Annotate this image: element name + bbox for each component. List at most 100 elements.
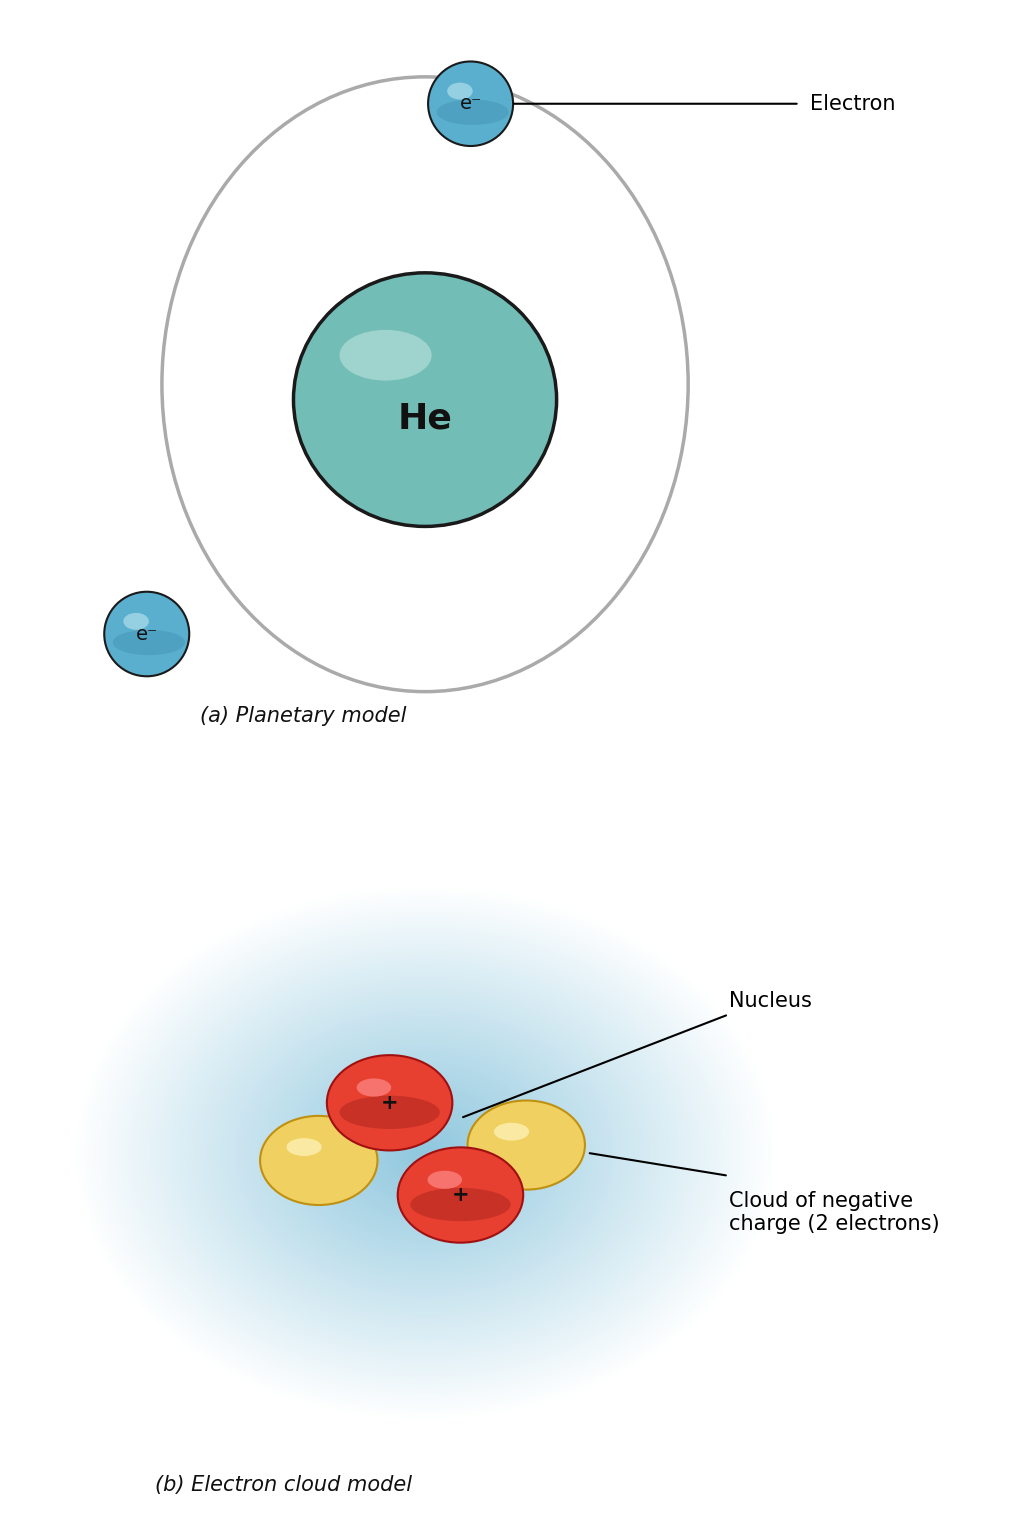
Circle shape [401,1134,448,1171]
Circle shape [369,1110,480,1196]
Circle shape [257,1025,592,1280]
Ellipse shape [340,330,431,381]
Circle shape [363,1105,486,1200]
Circle shape [174,962,675,1343]
Circle shape [212,991,637,1314]
Circle shape [348,1094,501,1211]
Circle shape [366,1108,483,1197]
Circle shape [248,1019,602,1286]
Circle shape [151,944,699,1362]
Circle shape [392,1128,457,1177]
Circle shape [354,1099,495,1207]
Circle shape [377,1117,472,1188]
Ellipse shape [493,1122,529,1140]
Text: e⁻: e⁻ [135,624,158,644]
Circle shape [224,1001,625,1305]
Circle shape [77,888,772,1417]
Text: (a) Planetary model: (a) Planetary model [200,705,406,725]
Circle shape [203,985,646,1320]
Circle shape [334,1084,516,1222]
Circle shape [318,1073,531,1233]
Circle shape [227,1002,622,1303]
Circle shape [277,1041,572,1265]
Circle shape [389,1125,460,1180]
Circle shape [260,1027,589,1279]
Circle shape [142,938,708,1368]
Circle shape [200,982,649,1323]
Circle shape [100,907,749,1399]
Circle shape [357,1100,492,1205]
Circle shape [339,1088,511,1217]
Circle shape [342,1090,508,1216]
Ellipse shape [428,61,513,146]
Circle shape [124,924,726,1382]
Circle shape [327,1054,452,1150]
Circle shape [298,1056,551,1250]
Circle shape [209,990,640,1316]
Circle shape [398,1133,451,1173]
Ellipse shape [123,613,149,630]
Circle shape [97,904,752,1402]
Circle shape [303,1061,546,1245]
Circle shape [118,919,731,1386]
Circle shape [157,948,693,1357]
Circle shape [74,885,775,1420]
Circle shape [80,890,769,1416]
Circle shape [409,1142,440,1164]
Circle shape [360,1104,489,1202]
Circle shape [274,1039,575,1266]
Circle shape [404,1137,445,1168]
Text: (b) Electron cloud model: (b) Electron cloud model [155,1474,411,1494]
Circle shape [194,978,655,1328]
Circle shape [419,1148,431,1157]
Circle shape [177,965,672,1340]
Circle shape [135,933,714,1373]
Circle shape [374,1114,475,1191]
Text: Cloud of negative
charge (2 electrons): Cloud of negative charge (2 electrons) [728,1191,938,1234]
Circle shape [160,951,690,1354]
Circle shape [292,1051,557,1254]
Text: +: + [451,1185,469,1205]
Circle shape [106,910,743,1396]
Circle shape [254,1022,595,1283]
Circle shape [180,967,669,1339]
Circle shape [132,931,717,1374]
Circle shape [380,1119,469,1187]
Circle shape [395,1130,454,1176]
Ellipse shape [112,630,185,655]
Text: He: He [397,401,452,435]
Circle shape [416,1147,434,1159]
Circle shape [397,1147,523,1242]
Ellipse shape [436,100,509,124]
Circle shape [242,1014,608,1291]
Circle shape [321,1074,528,1231]
Circle shape [328,1079,522,1227]
Circle shape [245,1016,605,1290]
Circle shape [383,1122,466,1183]
Circle shape [168,958,681,1348]
Circle shape [233,1007,617,1299]
Circle shape [121,922,728,1383]
Circle shape [301,1059,549,1247]
Circle shape [286,1047,563,1259]
Circle shape [345,1093,504,1213]
Circle shape [145,939,705,1366]
Text: Electron: Electron [809,94,894,114]
Circle shape [215,993,634,1313]
Circle shape [221,998,628,1308]
Circle shape [197,981,652,1325]
Circle shape [467,1100,584,1190]
Text: Nucleus: Nucleus [728,990,811,1011]
Ellipse shape [104,592,189,676]
Circle shape [89,898,761,1408]
Ellipse shape [293,272,556,526]
Circle shape [295,1054,554,1251]
Circle shape [139,936,711,1369]
Circle shape [239,1011,611,1294]
Ellipse shape [409,1188,511,1222]
Circle shape [372,1113,478,1193]
Circle shape [129,928,720,1377]
Circle shape [251,1021,599,1285]
Text: e⁻: e⁻ [459,94,481,114]
Circle shape [406,1139,443,1167]
